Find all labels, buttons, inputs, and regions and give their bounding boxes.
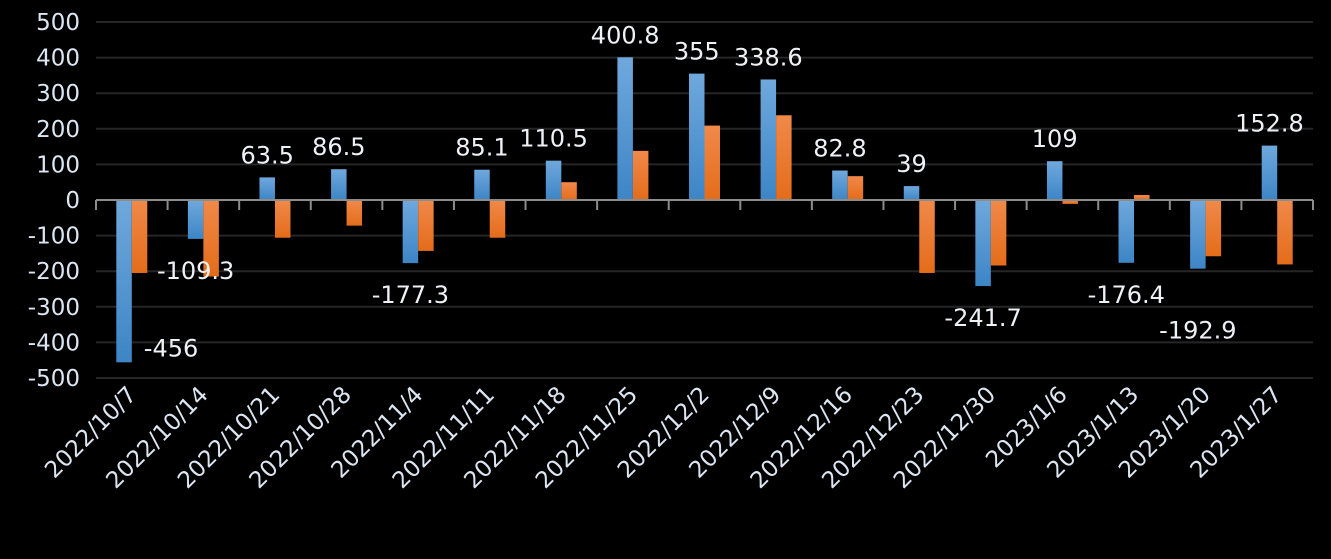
bar-series-1	[1190, 200, 1206, 269]
bar-series-1	[402, 200, 419, 264]
data-label: 109	[1032, 125, 1078, 153]
data-label: 86.5	[312, 133, 365, 161]
bar-series-1	[903, 186, 920, 200]
x-axis	[95, 199, 1314, 210]
bar-series-2	[203, 200, 219, 277]
data-label: -192.9	[1159, 317, 1236, 345]
data-label: 355	[674, 38, 720, 66]
bar-series-1	[832, 170, 848, 200]
bar-series-1	[975, 200, 991, 287]
bar-series-2	[1205, 200, 1222, 257]
bar-series-2	[847, 176, 864, 200]
bar-series-1	[474, 169, 490, 200]
y-tick-label: -500	[28, 366, 80, 392]
bar-series-1	[116, 200, 132, 363]
data-label: 85.1	[455, 134, 508, 162]
y-axis-labels: -500 -400 -300 -200 -100 0 100 200 300 400 500	[28, 10, 80, 392]
bars	[116, 57, 1293, 363]
bar-series-1	[617, 57, 633, 200]
data-labels: -456 -109.3 63.5 86.5 -177.3 85.1 110.5 400.8 35…	[144, 21, 1304, 362]
bar-series-2	[274, 200, 291, 238]
bar-series-2	[704, 125, 720, 200]
bar-series-1	[1046, 161, 1063, 200]
y-tick-label: -200	[28, 259, 80, 285]
data-label: -177.3	[372, 281, 449, 309]
data-label: 82.8	[813, 135, 866, 163]
y-tick-label: 500	[36, 10, 80, 36]
x-axis-labels: 2022/10/72022/10/142022/10/212022/10/282…	[40, 382, 1287, 494]
bar-series-2	[561, 182, 577, 200]
bar-series-2	[776, 115, 792, 200]
data-label: 152.8	[1235, 110, 1304, 138]
bar-series-2	[990, 200, 1007, 266]
data-label: 110.5	[519, 125, 588, 153]
bar-series-2	[919, 200, 935, 273]
bar-series-2	[1134, 195, 1150, 200]
data-label: 39	[896, 150, 927, 178]
y-tick-label: -100	[28, 224, 80, 250]
bar-series-2	[418, 200, 434, 251]
bar-series-2	[489, 200, 506, 238]
data-label: 400.8	[591, 21, 660, 49]
bar-series-1	[331, 169, 347, 200]
y-tick-label: 100	[36, 152, 80, 178]
bar-series-1	[545, 160, 562, 200]
y-tick-label: 400	[36, 46, 80, 72]
data-label: -241.7	[944, 304, 1021, 332]
y-tick-label: 300	[36, 81, 80, 107]
y-tick-label: -300	[28, 295, 80, 321]
bar-series-2	[1277, 200, 1293, 265]
bar-series-1	[1118, 200, 1135, 263]
data-label: -456	[144, 334, 198, 362]
data-label: -109.3	[157, 257, 234, 285]
y-tick-label: -400	[28, 330, 80, 356]
data-label: 338.6	[734, 43, 803, 71]
bar-series-2	[632, 150, 649, 200]
y-tick-label: 0	[65, 188, 80, 214]
y-tick-label: 200	[36, 117, 80, 143]
bar-series-2	[346, 200, 363, 226]
bar-series-2	[131, 200, 148, 273]
bar-series-1	[760, 79, 777, 200]
bar-series-1	[187, 200, 204, 239]
bar-series-1	[259, 177, 275, 200]
bar-series-2	[1062, 200, 1078, 204]
bar-series-1	[689, 73, 705, 200]
data-label: 63.5	[241, 141, 294, 169]
bar-series-1	[1261, 145, 1278, 200]
data-label: -176.4	[1088, 281, 1165, 309]
